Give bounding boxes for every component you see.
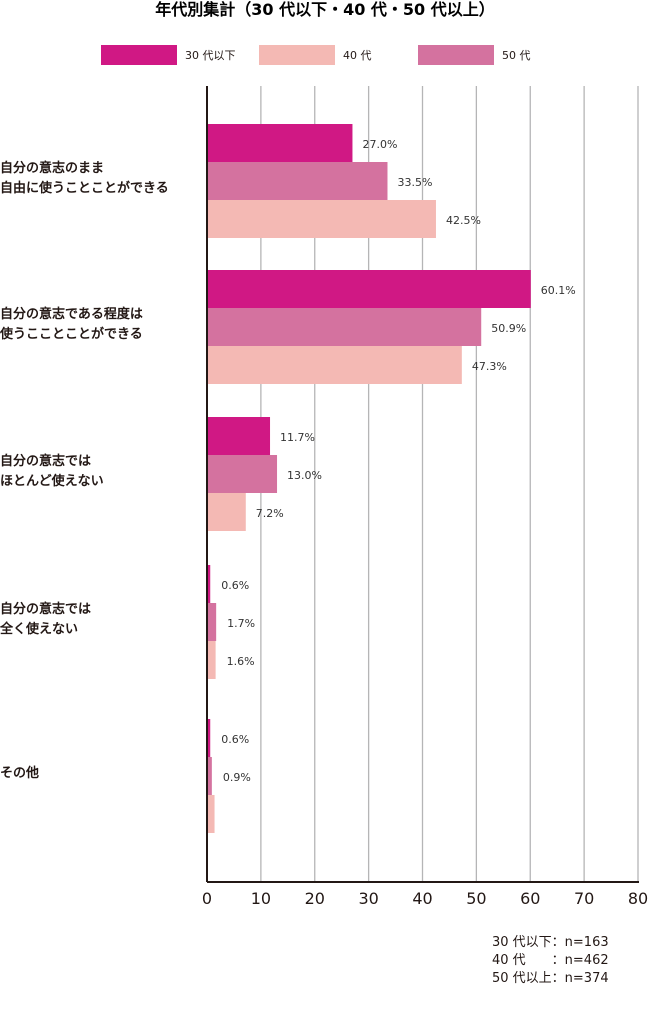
bar	[207, 200, 436, 238]
legend-swatch	[259, 45, 335, 65]
bar	[207, 603, 217, 641]
data-label: 11.7%	[280, 431, 315, 444]
bar	[207, 641, 216, 679]
category-label: 自分の意志では	[0, 601, 91, 617]
legend-label: 30 代以下	[185, 49, 236, 62]
x-tick-label: 0	[202, 889, 212, 908]
x-tick-label: 70	[574, 889, 594, 908]
category-label: 自由に使うことことができる	[0, 180, 169, 196]
category-label: ほとんど使えない	[0, 473, 104, 489]
legend-label: 50 代	[502, 49, 531, 62]
category-label: 自分の意志のまま	[0, 160, 104, 176]
bar	[207, 124, 353, 162]
x-tick-label: 30	[358, 889, 378, 908]
legend-label: 40 代	[343, 49, 372, 62]
data-label: 50.9%	[491, 322, 526, 335]
data-label: 13.0%	[287, 469, 322, 482]
x-tick-label: 40	[412, 889, 432, 908]
x-tick-label: 60	[520, 889, 540, 908]
data-label: 1.6%	[227, 655, 255, 668]
chart-title: 年代別集計（30 代以下・40 代・50 代以上）	[155, 0, 495, 19]
bar	[207, 565, 211, 603]
data-label: 0.6%	[221, 733, 249, 746]
bar	[207, 162, 388, 200]
data-label: 47.3%	[472, 360, 507, 373]
category-label: その他	[0, 765, 39, 781]
bar	[207, 270, 531, 308]
x-tick-label: 20	[305, 889, 325, 908]
data-label: 7.2%	[256, 507, 284, 520]
bar	[207, 719, 211, 757]
category-label: 使うこことことができる	[0, 326, 143, 342]
bar	[207, 493, 246, 531]
category-label: 全く使えない	[0, 621, 78, 637]
bar	[207, 308, 482, 346]
data-label: 42.5%	[446, 214, 481, 227]
data-label: 1.7%	[227, 617, 255, 630]
data-label: 27.0%	[362, 138, 397, 151]
data-label: 33.5%	[397, 176, 432, 189]
sample-size-note: 40 代 ：n=462	[492, 953, 609, 968]
bar	[207, 417, 271, 455]
legend-swatch	[418, 45, 494, 65]
bar	[207, 346, 462, 384]
x-tick-label: 80	[628, 889, 648, 908]
category-label: 自分の意志である程度は	[0, 306, 143, 322]
sample-size-note: 30 代以下：n=163	[492, 935, 609, 950]
x-tick-label: 50	[466, 889, 486, 908]
sample-size-note: 50 代以上：n=374	[492, 971, 609, 986]
legend-swatch	[101, 45, 177, 65]
bar	[207, 455, 278, 493]
bar	[207, 795, 215, 833]
x-tick-label: 10	[251, 889, 271, 908]
data-label: 0.9%	[223, 771, 251, 784]
data-label: 60.1%	[541, 284, 576, 297]
data-label: 0.6%	[221, 579, 249, 592]
bar	[207, 757, 212, 795]
category-label: 自分の意志では	[0, 453, 91, 469]
